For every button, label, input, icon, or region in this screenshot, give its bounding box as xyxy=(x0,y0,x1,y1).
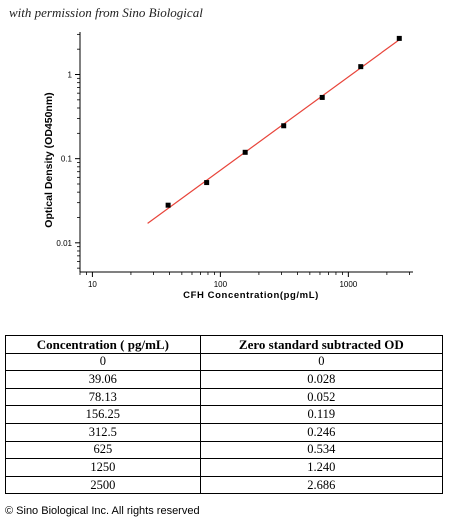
od-cell: 0.052 xyxy=(199,387,444,407)
od-cell: 0.028 xyxy=(199,370,444,389)
concentration-cell: 1250 xyxy=(5,458,201,477)
copyright-notice: © Sino Biological Inc. All rights reserv… xyxy=(5,505,200,517)
data-point xyxy=(204,180,210,186)
od-cell: 1.240 xyxy=(199,458,444,477)
table-row: 625 0.534 xyxy=(5,440,444,460)
x-axis-title: CFH Concentration(pg/mL) xyxy=(183,290,319,301)
concentration-cell: 625 xyxy=(5,440,201,460)
x-tick-label: 100 xyxy=(214,280,228,289)
table-row: 1250 1.240 xyxy=(5,458,444,477)
data-point xyxy=(396,35,402,41)
concentration-cell: 78.13 xyxy=(5,387,201,407)
fit-line xyxy=(147,39,400,224)
table-row: 2500 2.686 xyxy=(5,475,444,495)
data-point xyxy=(358,64,364,70)
concentration-cell: 2500 xyxy=(5,475,201,495)
od-cell: 2.686 xyxy=(199,475,444,495)
od-cell: 0.119 xyxy=(199,405,444,424)
data-point xyxy=(165,202,171,208)
concentration-cell: 312.5 xyxy=(5,422,201,442)
y-tick-label: 0.01 xyxy=(56,239,72,248)
table-row: 156.25 0.119 xyxy=(5,405,444,424)
od-cell: 0.534 xyxy=(199,440,444,460)
table-row: 312.5 0.246 xyxy=(5,422,444,442)
od-cell: 0 xyxy=(199,352,444,372)
concentration-cell: 39.06 xyxy=(5,370,201,389)
standard-data-table: Concentration ( pg/mL) Zero standard sub… xyxy=(5,335,444,495)
concentration-header: Concentration ( pg/mL) xyxy=(5,335,201,354)
od-header: Zero standard subtracted OD xyxy=(199,335,444,354)
permission-note: with permission from Sino Biological xyxy=(9,5,203,20)
standard-curve-chart: 10 100 1000 0.01 0.1 1 CFH Concentration(pg/m… xyxy=(43,32,413,301)
concentration-cell: 0 xyxy=(5,352,201,372)
data-point xyxy=(319,94,325,100)
x-tick-label: 1000 xyxy=(339,280,357,289)
data-point xyxy=(281,123,287,129)
concentration-cell: 156.25 xyxy=(5,405,201,424)
y-tick-label: 0.1 xyxy=(61,155,73,164)
od-cell: 0.246 xyxy=(199,422,444,442)
table-row: 39.06 0.028 xyxy=(5,370,444,389)
y-tick-label: 1 xyxy=(68,71,73,80)
x-tick-label: 10 xyxy=(88,280,97,289)
data-point xyxy=(242,149,248,155)
table-row: 78.13 0.052 xyxy=(5,387,444,407)
y-axis-title: Optical Density (OD450nm) xyxy=(43,92,55,227)
table-header-row: Concentration ( pg/mL) Zero standard sub… xyxy=(5,335,444,354)
